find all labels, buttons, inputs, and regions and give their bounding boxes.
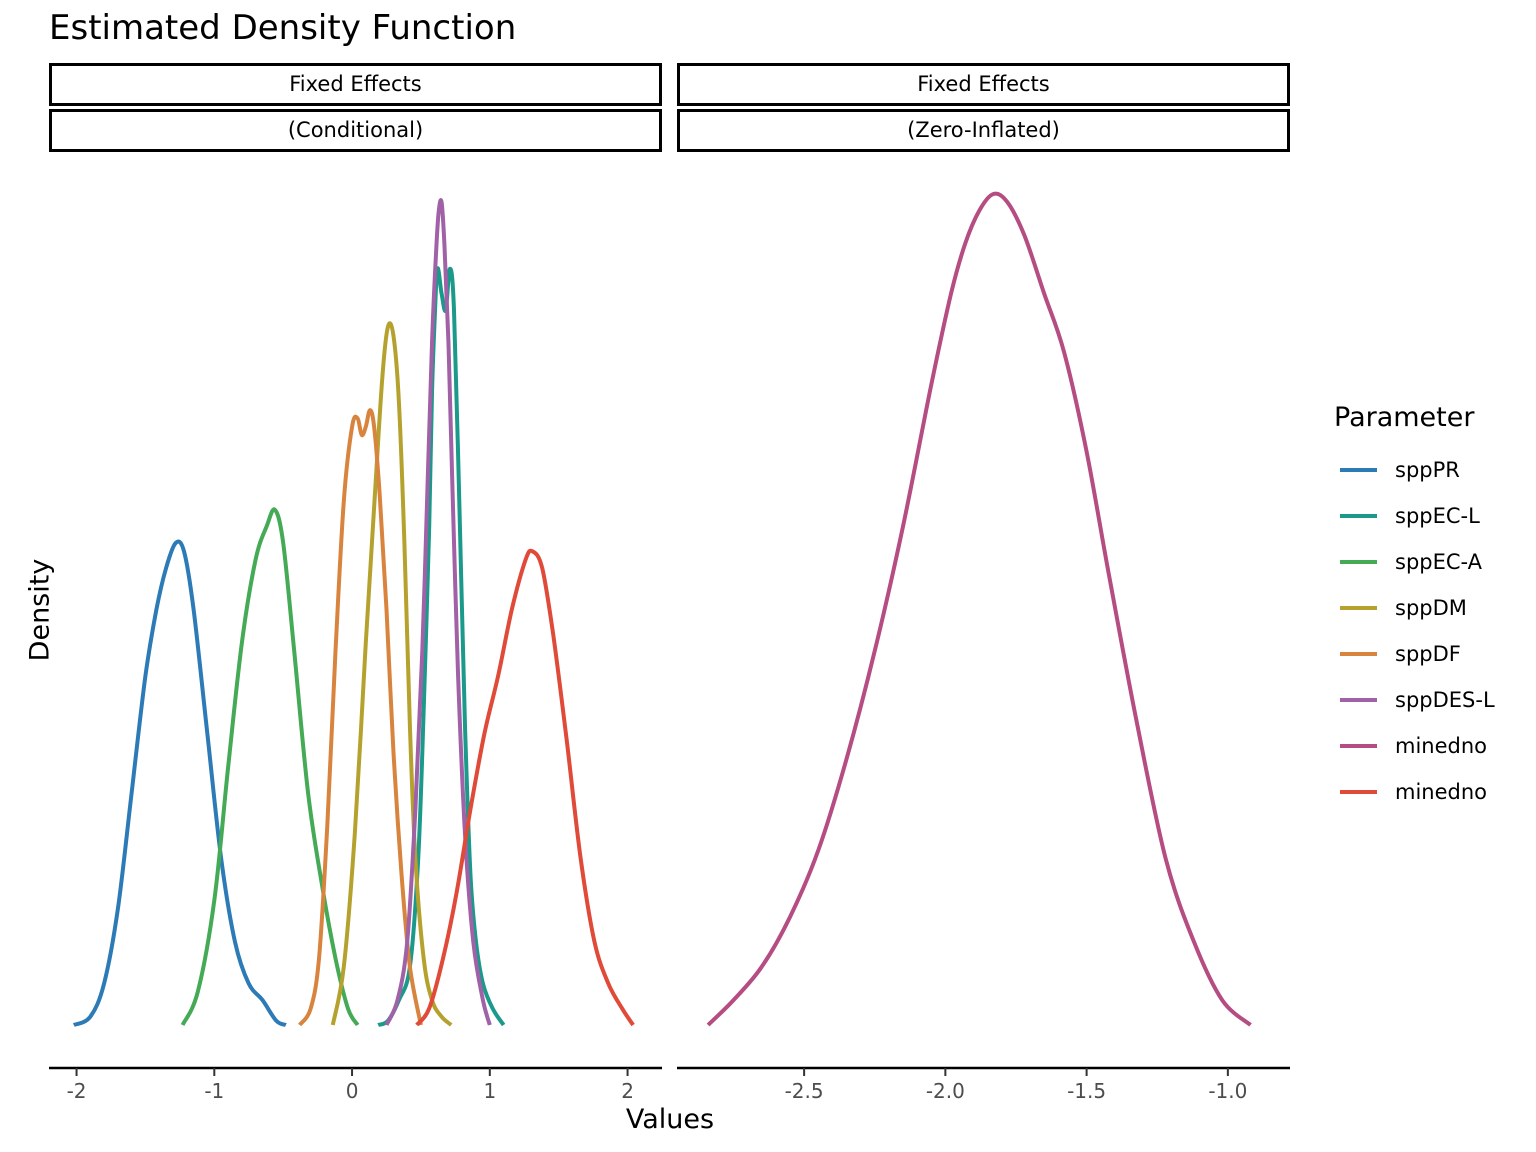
legend-label: sppEC-L [1395, 504, 1480, 528]
x-tick-label: -1.0 [1208, 1079, 1247, 1103]
x-tick-label: 0 [346, 1079, 359, 1103]
legend-label: sppDF [1395, 642, 1461, 666]
x-axis-label: Values [625, 1104, 715, 1135]
legend-label: sppDM [1395, 596, 1467, 620]
x-tick-label: -2 [67, 1079, 87, 1103]
legend-swatch [1340, 514, 1377, 518]
density-line-minedno [415, 548, 635, 1027]
y-axis-label: Density [24, 558, 56, 662]
x-tick-label: 2 [621, 1079, 634, 1103]
density-line-spppr [72, 539, 287, 1027]
panel-1-strip-top: Fixed Effects [49, 63, 662, 106]
legend-label: sppDES-L [1395, 688, 1495, 712]
density-line-sppdf [298, 408, 423, 1027]
panel-zero-inflated: -2.5 -2.0 -1.5 -1.0 [677, 191, 1290, 1103]
legend-label: sppEC-A [1395, 550, 1483, 574]
legend-label: minedno [1395, 780, 1488, 804]
x-tick-label: -1.5 [1067, 1079, 1106, 1103]
x-tick-label: -1 [204, 1079, 224, 1103]
x-tick-label: -2.0 [926, 1079, 965, 1103]
density-line-sppdm [330, 321, 453, 1027]
panel-conditional: -2 -1 0 1 2 [49, 198, 662, 1103]
legend-label: sppPR [1395, 458, 1460, 482]
legend-swatch [1340, 560, 1377, 564]
x-tick-label: -2.5 [785, 1079, 824, 1103]
panel-2-strip-top: Fixed Effects [677, 63, 1290, 106]
panel-2-strip-bottom: (Zero-Inflated) [677, 109, 1290, 152]
legend-swatch [1340, 468, 1377, 472]
density-line-minedno [706, 191, 1252, 1027]
legend-title: Parameter [1334, 402, 1475, 433]
panel-1-strip-bottom: (Conditional) [49, 109, 662, 152]
x-tick-label: 1 [483, 1079, 496, 1103]
legend-swatch [1340, 744, 1377, 748]
legend-label: minedno [1395, 734, 1488, 758]
legend-swatch [1340, 790, 1377, 794]
legend-swatch [1340, 606, 1377, 610]
chart-title: Estimated Density Function [49, 8, 517, 48]
legend-swatch [1340, 698, 1377, 702]
density-line-sppdes-l [384, 198, 492, 1026]
density-line-sppec-a [180, 507, 360, 1027]
legend-swatch [1340, 652, 1377, 656]
